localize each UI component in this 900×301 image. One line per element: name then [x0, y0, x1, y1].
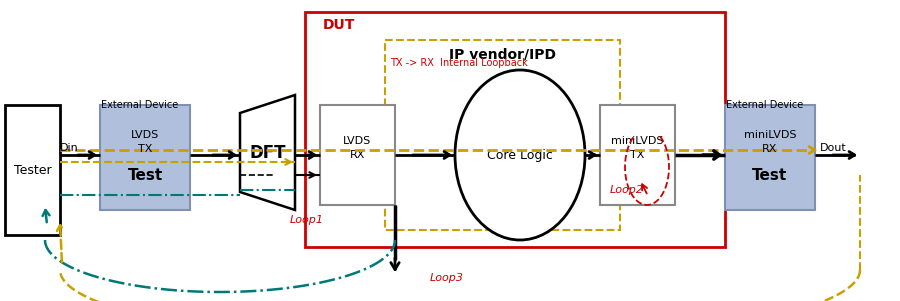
Text: DFT: DFT: [249, 144, 286, 162]
Ellipse shape: [455, 70, 585, 240]
Text: TX: TX: [630, 150, 644, 160]
Text: Dout: Dout: [820, 143, 847, 153]
Bar: [320, 105, 395, 205]
Text: Test: Test: [128, 168, 163, 183]
Bar: [725, 105, 815, 210]
Text: DUT: DUT: [323, 18, 356, 32]
Text: Loop3: Loop3: [430, 273, 464, 283]
Text: TX: TX: [138, 144, 152, 154]
Text: miniLVDS: miniLVDS: [611, 136, 664, 146]
Polygon shape: [240, 95, 295, 210]
Text: Loop1: Loop1: [290, 215, 324, 225]
Text: Tester: Tester: [14, 163, 51, 176]
Text: IP vendor/IPD: IP vendor/IPD: [449, 47, 556, 61]
Text: miniLVDS: miniLVDS: [743, 131, 796, 141]
Text: Din: Din: [60, 143, 79, 153]
Text: Core Logic: Core Logic: [487, 148, 553, 162]
Text: Test: Test: [752, 168, 788, 183]
Text: LVDS: LVDS: [130, 131, 159, 141]
Text: TX -> RX  Internal Loopback: TX -> RX Internal Loopback: [390, 58, 527, 68]
Text: RX: RX: [350, 150, 365, 160]
Text: RX: RX: [762, 144, 778, 154]
Text: External Device: External Device: [102, 100, 178, 110]
Text: LVDS: LVDS: [344, 136, 372, 146]
Bar: [305, 12, 725, 247]
Bar: [600, 105, 675, 205]
Text: External Device: External Device: [726, 100, 804, 110]
Text: Loop2: Loop2: [610, 185, 644, 195]
Bar: [385, 40, 620, 230]
Bar: [100, 105, 190, 210]
Bar: [5, 105, 60, 235]
